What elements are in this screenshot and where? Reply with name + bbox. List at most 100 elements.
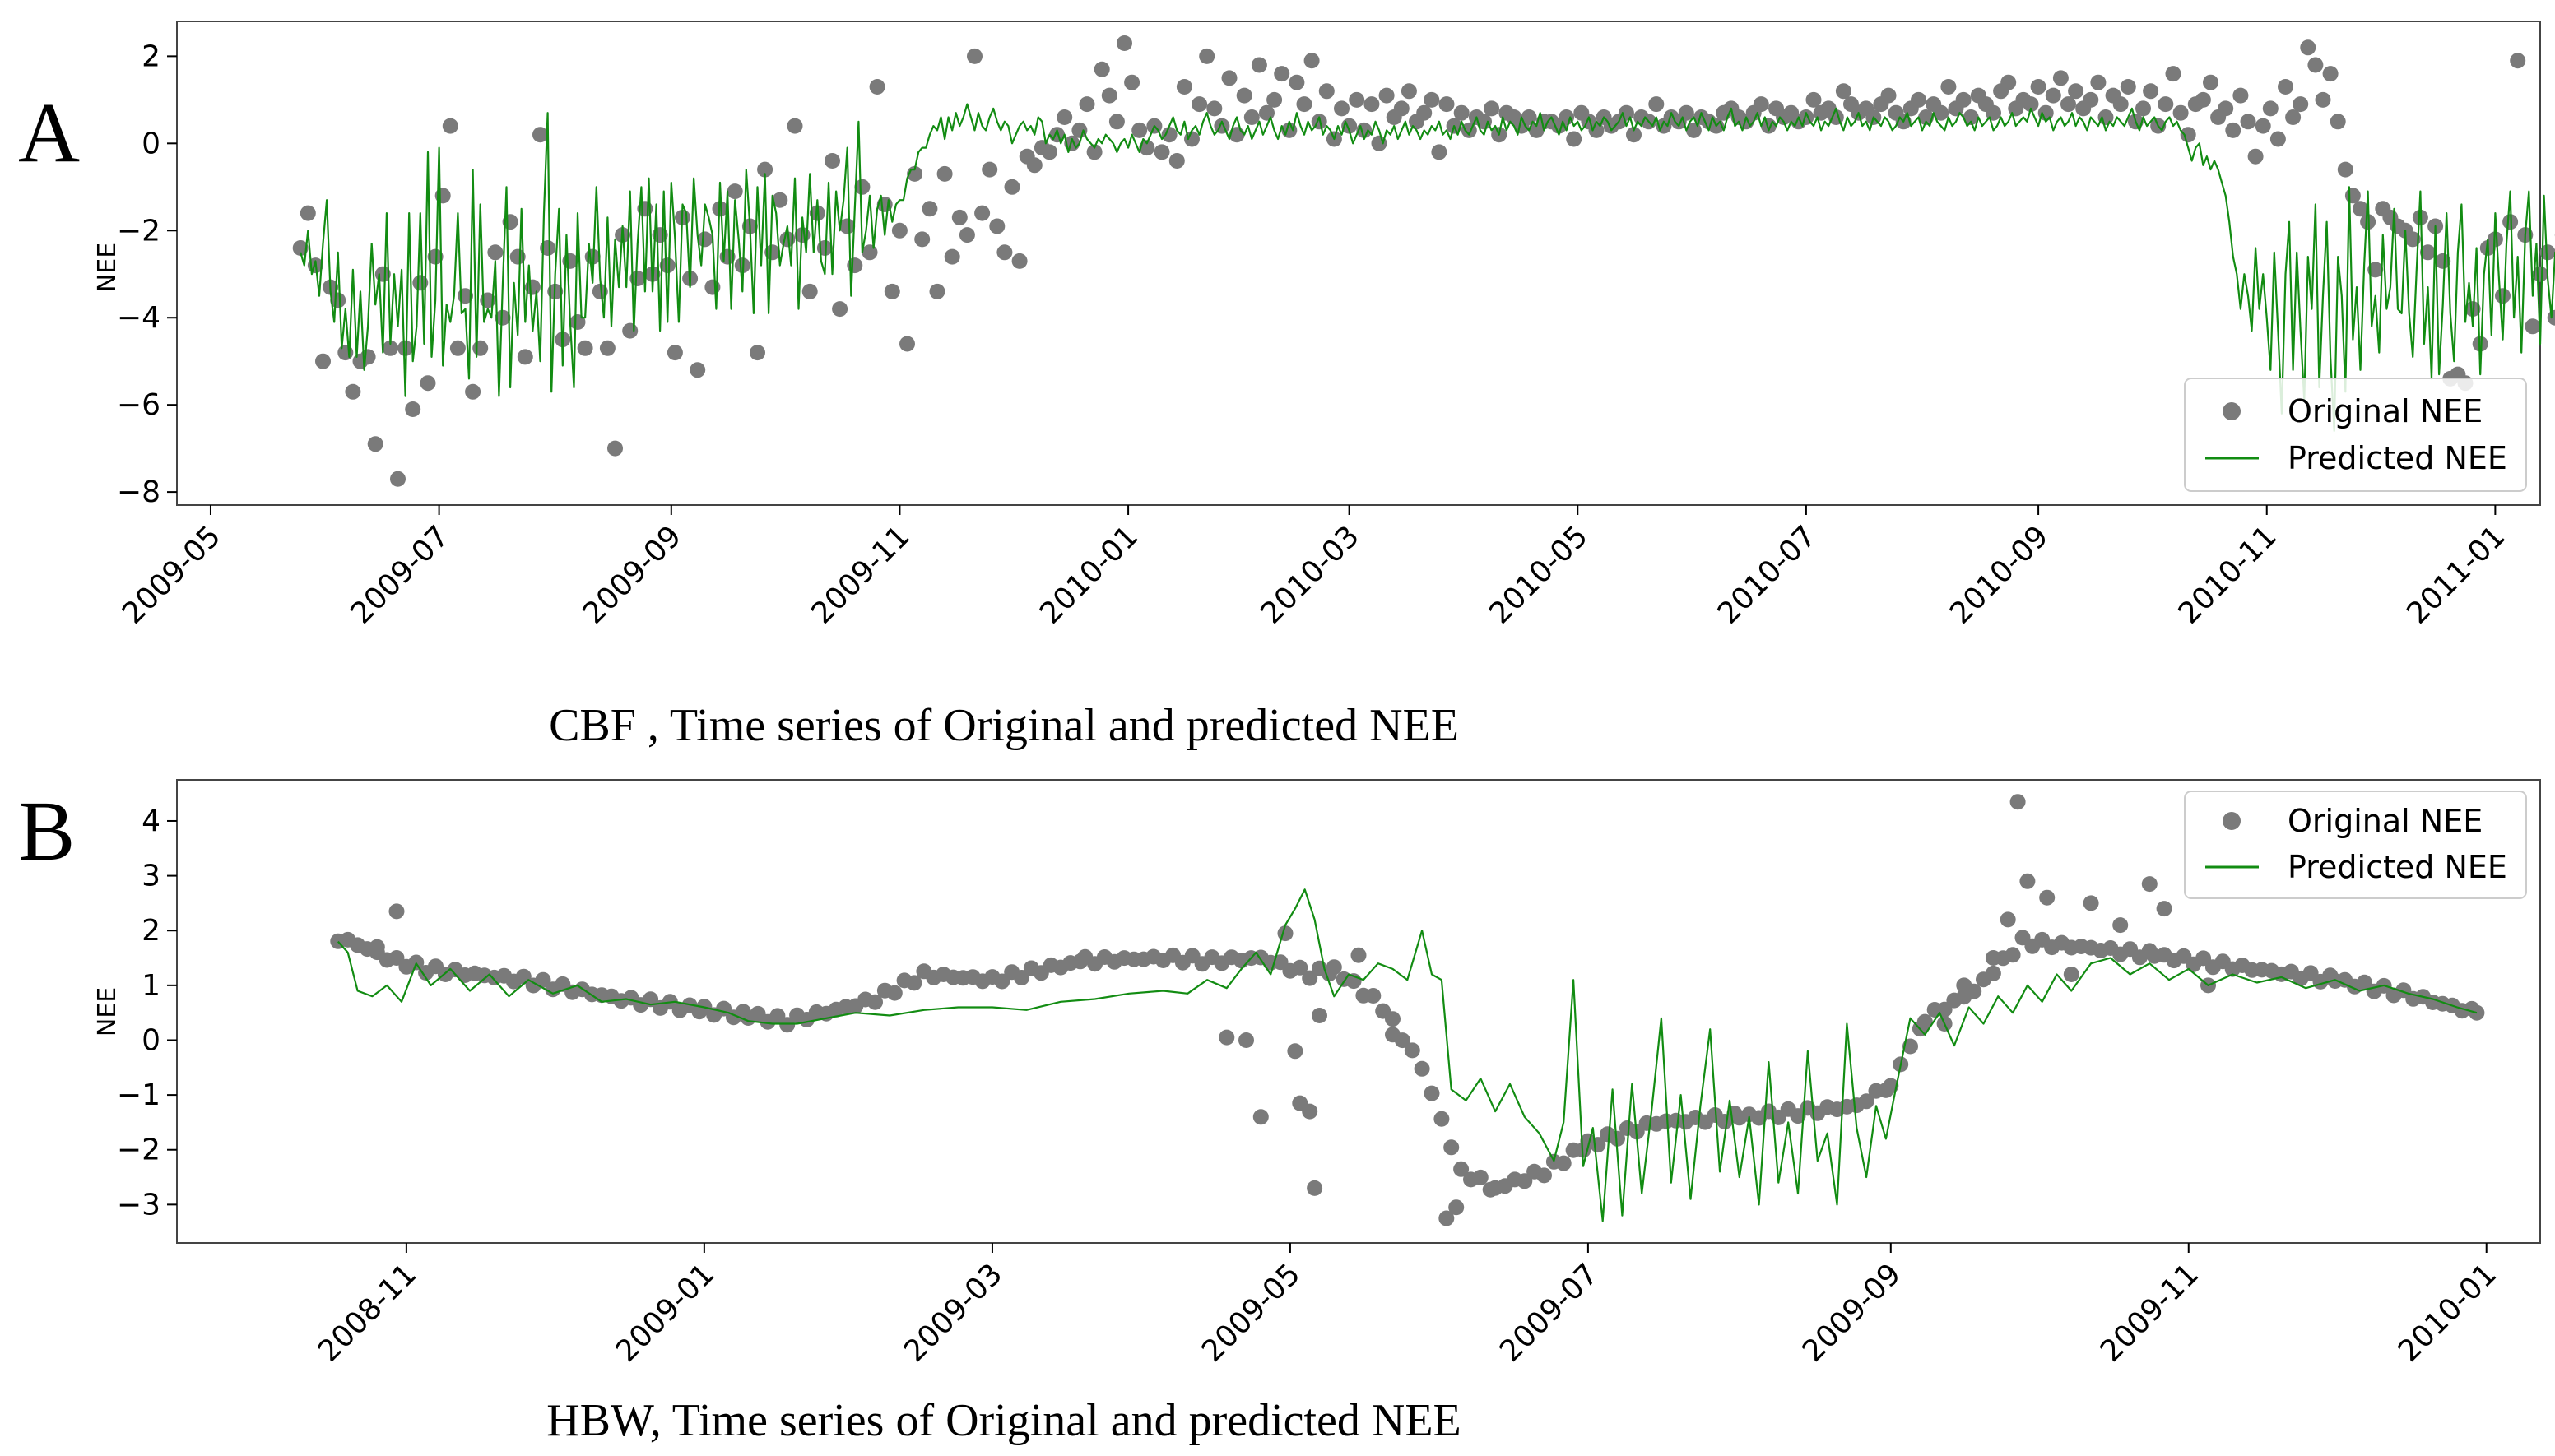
original-nee-point <box>315 353 331 369</box>
original-nee-point <box>2262 100 2279 117</box>
panel-b-y-tick-label: −3 <box>117 1188 160 1222</box>
panel-a-legend-box <box>2184 378 2527 492</box>
original-nee-point <box>1251 57 1267 73</box>
original-nee-point <box>2063 967 2079 982</box>
original-nee-point <box>1094 61 1110 77</box>
original-nee-point <box>1918 109 1935 125</box>
original-nee-point <box>974 205 991 221</box>
panel-a-x-tick-label: 2009-07 <box>345 519 456 630</box>
original-nee-point <box>839 218 856 234</box>
panel-b-x-tick-label: 2009-05 <box>1196 1257 1307 1368</box>
original-nee-point <box>2203 74 2218 90</box>
panel-a-x-tick-label: 2010-03 <box>1255 519 1366 630</box>
original-nee-point <box>2023 96 2039 113</box>
original-nee-point <box>535 971 551 988</box>
original-nee-point <box>2225 122 2241 138</box>
original-nee-point <box>569 314 586 330</box>
original-nee-point <box>2525 318 2541 335</box>
panel-a-y-axis-label: NEE <box>93 243 122 292</box>
panel-b-x-tick-label: 2009-03 <box>898 1257 1009 1368</box>
panel-b-y-axis-label: NEE <box>93 987 122 1036</box>
original-nee-point <box>2019 873 2036 889</box>
original-nee-point <box>397 340 414 356</box>
original-nee-point <box>292 240 309 256</box>
original-nee-point <box>750 345 765 361</box>
original-nee-point <box>989 218 1006 234</box>
original-nee-point <box>1916 1013 1933 1030</box>
original-nee-point <box>1349 91 1365 108</box>
original-nee-point <box>951 209 968 225</box>
original-nee-point <box>1296 96 1312 113</box>
original-nee-point <box>2532 266 2548 282</box>
original-nee-point <box>1287 1043 1303 1060</box>
panel-b-y-tick-label: 2 <box>142 914 160 948</box>
panel-a-y-tick-label: −6 <box>117 388 160 422</box>
original-nee-point <box>2495 288 2511 304</box>
original-nee-point <box>922 201 938 217</box>
original-nee-point <box>1334 100 1350 117</box>
original-nee-point <box>1236 87 1252 104</box>
original-nee-point <box>1274 66 1290 82</box>
original-nee-point <box>1933 104 1949 121</box>
original-nee-point <box>1484 100 1500 117</box>
original-nee-point <box>1940 79 1957 95</box>
original-nee-point <box>1108 114 1125 130</box>
original-nee-point <box>388 903 405 920</box>
panel-a-y-ticks: 2 0 −2 −4 −6 −8 <box>117 39 177 509</box>
original-nee-point <box>1536 1167 1552 1184</box>
original-nee-point <box>891 222 908 239</box>
original-nee-point <box>667 345 683 361</box>
original-nee-point <box>369 939 385 955</box>
panel-b-legend-box <box>2184 791 2527 899</box>
panel-b-y-tick-label: 3 <box>142 860 160 893</box>
original-nee-point <box>906 975 922 991</box>
original-nee-point <box>1880 87 1897 104</box>
original-nee-point <box>2255 118 2271 134</box>
original-nee-point <box>1963 109 1979 125</box>
panel-b-x-tick-label: 2008-11 <box>312 1257 423 1368</box>
original-nee-point <box>2172 104 2189 121</box>
panel-b-y-tick-label: 0 <box>142 1023 160 1057</box>
original-nee-point <box>959 227 975 243</box>
panel-a-original-points <box>292 35 2555 487</box>
original-nee-point <box>2052 70 2069 86</box>
original-nee-point <box>862 244 878 261</box>
original-nee-point <box>1385 1011 1401 1027</box>
original-nee-point <box>2420 244 2436 261</box>
original-nee-point <box>659 257 676 274</box>
original-nee-point <box>884 283 900 299</box>
original-nee-point <box>382 340 398 356</box>
panel-b-legend-original-label: Original NEE <box>2288 803 2483 839</box>
original-nee-point <box>2045 87 2061 104</box>
original-nee-point <box>2240 114 2256 130</box>
panel-a-x-tick-label: 2009-05 <box>116 519 227 630</box>
original-nee-point <box>1292 959 1308 976</box>
original-nee-point <box>1648 96 1665 113</box>
original-nee-point <box>1431 144 1447 160</box>
predicted-nee-line <box>337 888 2478 1222</box>
original-nee-point <box>2112 917 2129 934</box>
panel-b: B 4 3 2 1 0 −1 −2 −3 2008-11 2009-01 2009-03 2009-… <box>18 779 2541 1446</box>
original-nee-point <box>1199 48 1215 64</box>
original-nee-point <box>330 292 346 308</box>
original-nee-point <box>1131 122 1148 138</box>
original-nee-point <box>509 248 526 265</box>
original-nee-point <box>2039 889 2056 906</box>
panel-a-label: A <box>18 86 80 180</box>
original-nee-point <box>1014 970 1030 985</box>
panel-a-caption: CBF , Time series of Original and predic… <box>549 700 1459 751</box>
panel-b-legend-original-marker <box>2223 812 2241 830</box>
original-nee-point <box>1219 1029 1235 1046</box>
original-nee-point <box>472 340 489 356</box>
panel-a-legend: Original NEE Predicted NEE <box>2184 378 2527 492</box>
original-nee-point <box>1902 1038 1918 1055</box>
original-nee-point <box>2000 74 2017 90</box>
original-nee-point <box>1238 1032 1254 1048</box>
panel-b-original-points <box>330 794 2485 1226</box>
original-nee-point <box>825 153 840 169</box>
original-nee-point <box>2009 794 2026 810</box>
original-nee-point <box>427 248 444 265</box>
original-nee-point <box>2472 336 2488 352</box>
original-nee-point <box>2344 188 2361 204</box>
original-nee-point <box>2000 911 2016 928</box>
